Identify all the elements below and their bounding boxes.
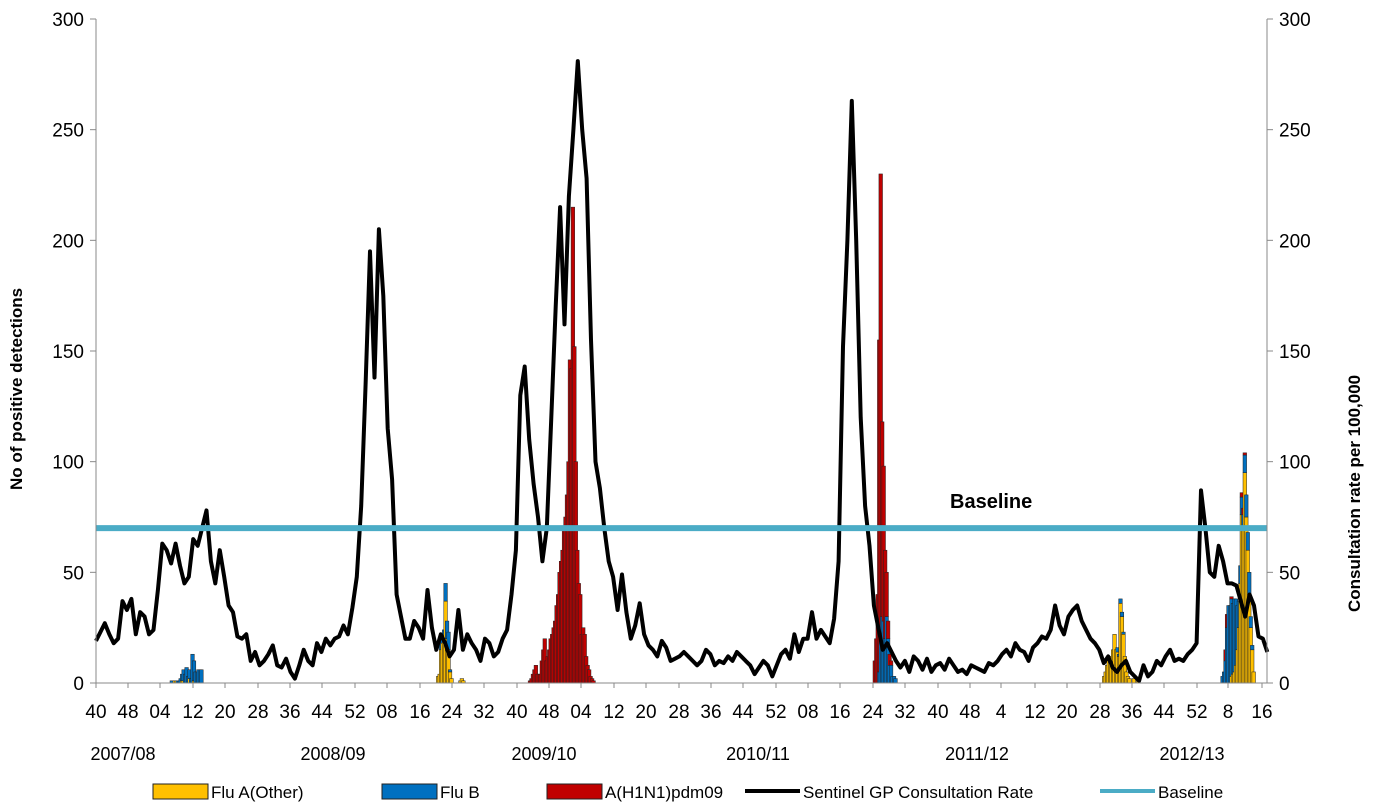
x-tick-label: 28	[247, 702, 268, 723]
x-tick-label: 36	[700, 702, 721, 723]
y2-tick-label: 50	[1279, 563, 1300, 584]
x-tick-label: 08	[797, 702, 818, 723]
x-tick-label: 52	[1186, 702, 1207, 723]
y2-tick-label: 250	[1279, 121, 1311, 142]
bar-flu-b	[893, 678, 898, 684]
y-tick-label: 300	[52, 10, 84, 31]
x-tick-label: 4	[996, 702, 1007, 723]
y2-axis-title: Consultation rate per 100,000	[1345, 375, 1364, 612]
x-tick-label: 20	[214, 702, 235, 723]
bar-flu-b	[1242, 454, 1247, 473]
bar-flu-b	[1245, 532, 1250, 551]
y2-tick-label: 0	[1279, 674, 1290, 695]
bar-flu-b	[447, 669, 453, 673]
bar-flu-b	[1244, 494, 1249, 518]
bar-h1n1	[884, 572, 889, 617]
legend-swatch-h1n1	[546, 783, 603, 800]
bar-h1n1	[886, 620, 891, 639]
x-tick-label: 04	[570, 702, 592, 723]
season-label: 2007/08	[90, 744, 155, 764]
bar-flu-b	[1121, 631, 1126, 635]
bar-flu-b	[1250, 645, 1255, 651]
x-tick-label: 20	[1056, 702, 1077, 723]
season-label: 2009/10	[511, 744, 576, 764]
season-label: 2011/12	[945, 744, 1009, 764]
y-tick-label: 200	[52, 231, 84, 252]
x-tick-label: 44	[311, 702, 333, 723]
y2-tick-label: 150	[1279, 342, 1311, 363]
x-tick-label: 40	[927, 702, 948, 723]
x-tick-label: 48	[538, 702, 559, 723]
x-tick-label: 24	[441, 702, 463, 723]
bar-flu-b	[1247, 572, 1252, 595]
y-axis-title: No of positive detections	[7, 288, 26, 490]
bar-flu-b	[443, 583, 448, 602]
x-tick-label: 32	[473, 702, 494, 723]
x-tick-label: 44	[1153, 702, 1175, 723]
gp-consultation-line	[94, 59, 1270, 683]
x-tick-label: 28	[668, 702, 689, 723]
x-tick-label: 28	[1089, 702, 1110, 723]
bar-flu-a-other	[1251, 671, 1256, 684]
x-tick-label: 52	[344, 702, 365, 723]
x-tick-label: 44	[732, 702, 754, 723]
y-tick-label: 150	[52, 342, 84, 363]
x-tick-label: 16	[1251, 702, 1272, 723]
x-tick-label: 32	[894, 702, 915, 723]
x-tick-label: 12	[1024, 702, 1045, 723]
season-label: 2012/13	[1159, 744, 1224, 764]
x-tick-label: 8	[1223, 702, 1234, 723]
bar-h1n1	[1229, 596, 1234, 600]
legend-label: Baseline	[1158, 783, 1223, 802]
y-tick-label: 100	[52, 453, 84, 474]
legend-label: Flu B	[440, 783, 480, 802]
bar-h1n1	[1242, 452, 1247, 456]
bar-h1n1	[889, 660, 894, 666]
y-tick-label: 0	[73, 674, 84, 695]
x-tick-label: 48	[959, 702, 980, 723]
x-tick-label: 24	[862, 702, 884, 723]
bar-series	[169, 173, 1256, 684]
x-tick-label: 36	[1121, 702, 1142, 723]
bar-flu-b	[1118, 598, 1123, 604]
y-tick-label: 50	[63, 563, 84, 584]
x-tick-label: 08	[376, 702, 397, 723]
bar-flu-b	[1248, 616, 1253, 628]
legend-swatch-flu-b	[381, 783, 438, 800]
season-label: 2008/09	[300, 744, 365, 764]
bar-flu-b	[1119, 611, 1125, 617]
legend-swatch-flu-a-other	[152, 783, 209, 800]
season-label: 2010/11	[726, 744, 790, 764]
x-tick-label: 12	[182, 702, 203, 723]
y2-tick-label: 300	[1279, 10, 1311, 31]
bar-flu-a-other	[1127, 678, 1132, 684]
baseline-label: Baseline	[950, 491, 1032, 513]
legend-label: A(H1N1)pdm09	[605, 783, 723, 802]
x-tick-label: 12	[603, 702, 624, 723]
bar-flu-b	[199, 669, 204, 684]
x-tick-label: 16	[409, 702, 430, 723]
line-series	[94, 59, 1270, 683]
y2-tick-label: 100	[1279, 453, 1311, 474]
x-tick-label: 40	[506, 702, 527, 723]
bar-flu-a-other	[449, 678, 454, 684]
legend-label: Flu A(Other)	[211, 783, 304, 802]
legend-label: Sentinel GP Consultation Rate	[803, 783, 1033, 802]
x-tick-label: 20	[635, 702, 656, 723]
x-tick-label: 04	[149, 702, 171, 723]
x-tick-label: 52	[765, 702, 786, 723]
legend: Flu A(Other) Flu B A(H1N1)pdm09 Sentinel GP…	[152, 783, 1223, 802]
x-tick-label: 36	[279, 702, 300, 723]
y2-tick-label: 200	[1279, 231, 1311, 252]
y-tick-label: 250	[52, 121, 84, 142]
x-tick-label: 40	[85, 702, 106, 723]
x-tick-label: 16	[829, 702, 850, 723]
x-tick-label: 48	[117, 702, 138, 723]
